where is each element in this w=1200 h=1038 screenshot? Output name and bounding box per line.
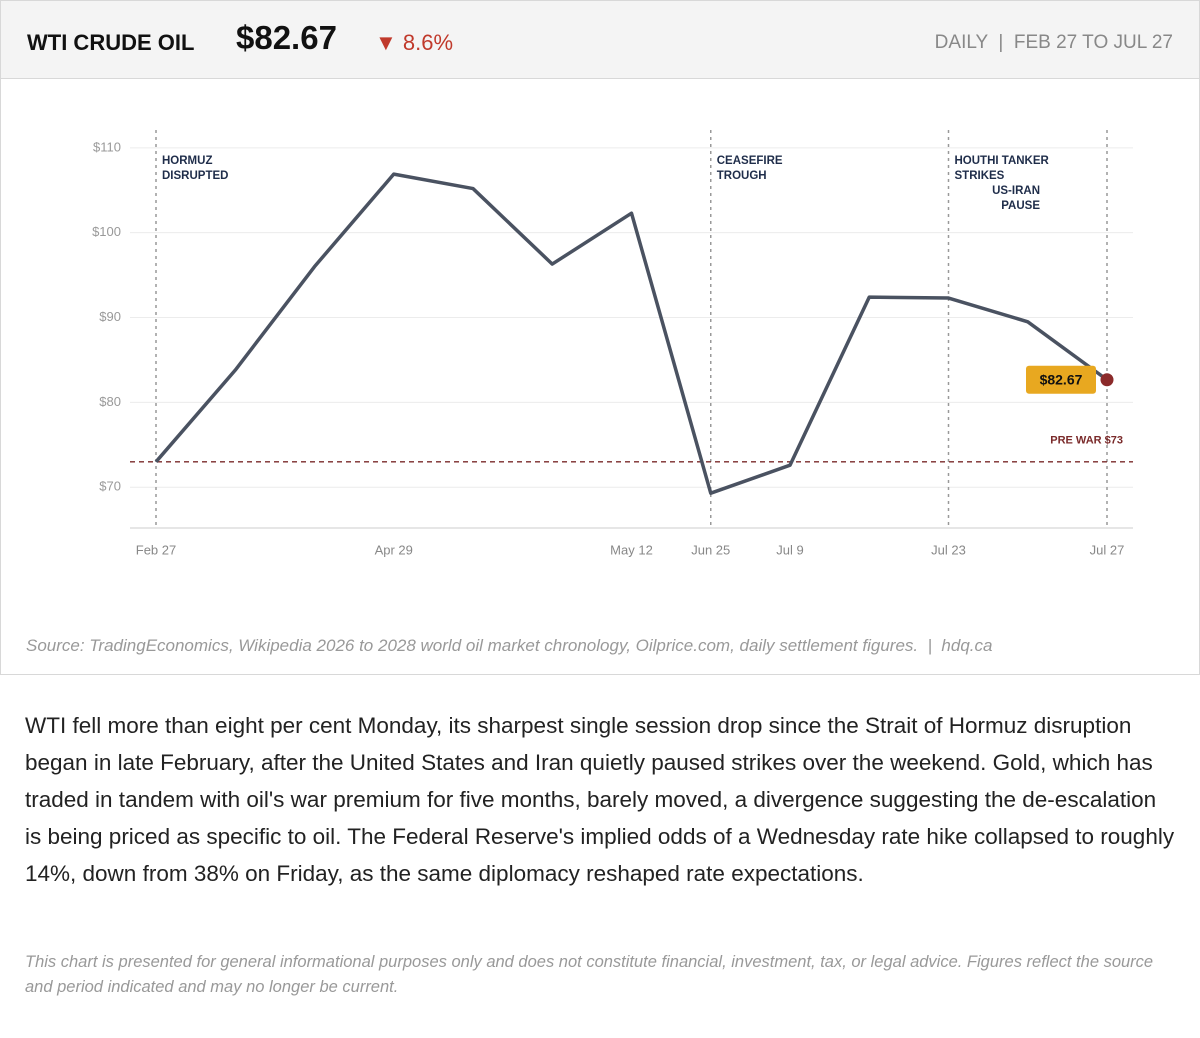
annotation-line: STRIKES — [955, 170, 1005, 182]
period: DAILY | FEB 27 TO JUL 27 — [934, 32, 1173, 53]
x-tick-label: Jul 23 — [931, 542, 966, 557]
body-text: WTI fell more than eight per cent Monday… — [25, 713, 1175, 886]
reference-label: PRE WAR $73 — [1050, 435, 1123, 447]
annotation-line: CEASEFIRE — [717, 155, 783, 167]
x-tick-label: Jul 27 — [1090, 542, 1125, 557]
annotation: CEASEFIRE TROUGH — [717, 155, 783, 182]
price: $82.67 — [236, 19, 337, 56]
chart: $70 $80 $90 $100 $110 Feb 27 Apr 29 May 12 Jun 2… — [92, 130, 1133, 557]
annotation-line: TROUGH — [717, 170, 767, 182]
x-tick-label: Apr 29 — [375, 542, 413, 557]
annotation: HORMUZ DISRUPTED — [162, 155, 228, 182]
disclaimer: This chart is presented for general info… — [25, 953, 1154, 996]
value-label: $82.67 — [1040, 371, 1083, 387]
title: WTI CRUDE OIL — [27, 30, 195, 55]
x-tick-label: May 12 — [610, 542, 653, 557]
value-label-bg — [1026, 365, 1096, 394]
series-line — [154, 172, 1109, 495]
annotation: US-IRAN PAUSE — [992, 185, 1040, 212]
annotation-line: HOUTHI TANKER — [955, 155, 1050, 167]
x-tick-label: Jun 25 — [691, 542, 730, 557]
header: WTI CRUDE OIL $82.67 ▼ 8.6% DAILY | FEB … — [0, 0, 1200, 79]
annotation-line: PAUSE — [1001, 200, 1040, 212]
annotation-line: HORMUZ — [162, 155, 212, 167]
source: Source: TradingEconomics, Wikipedia 2026… — [26, 636, 993, 655]
annotation: HOUTHI TANKER STRIKES — [955, 155, 1050, 182]
y-tick-label: $110 — [93, 139, 121, 154]
change: ▼ 8.6% — [375, 30, 454, 55]
y-tick-label: $80 — [99, 394, 121, 409]
x-tick-label: Jul 9 — [776, 542, 803, 557]
annotation-line: US-IRAN — [992, 185, 1040, 197]
y-tick-label: $70 — [99, 479, 121, 494]
y-tick-label: $100 — [92, 224, 121, 239]
x-tick-label: Feb 27 — [136, 542, 176, 557]
end-point — [1100, 373, 1114, 387]
annotation-line: DISRUPTED — [162, 170, 228, 182]
y-tick-label: $90 — [99, 309, 121, 324]
